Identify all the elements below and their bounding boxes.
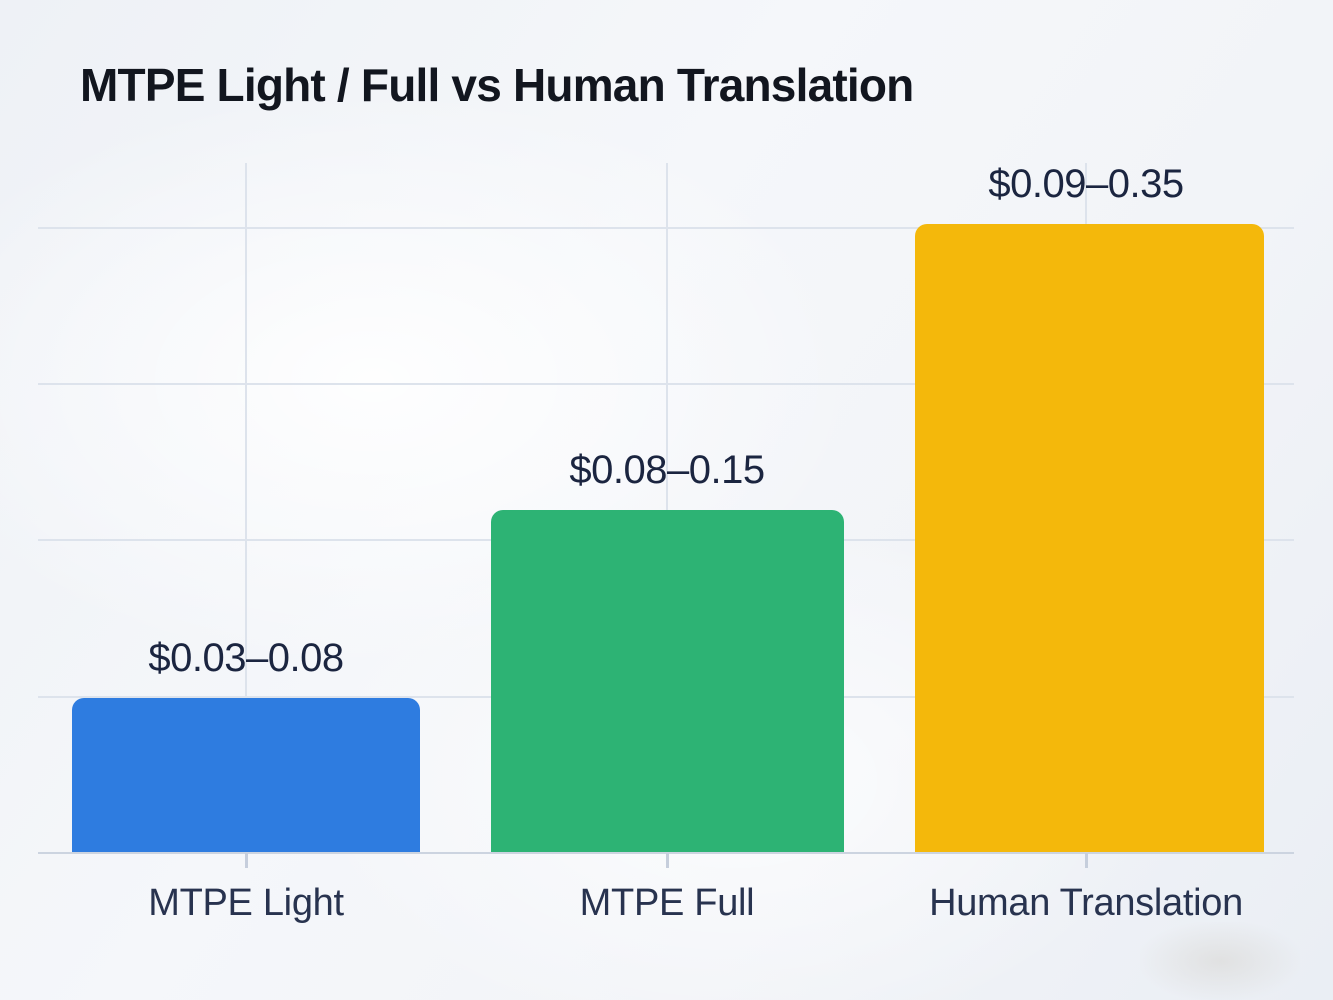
bar-mtpe-light xyxy=(72,698,420,852)
gridline-vertical xyxy=(245,163,247,852)
category-label-human-translation: Human Translation xyxy=(929,882,1243,924)
category-label-mtpe-full: MTPE Full xyxy=(579,882,755,924)
category-label-mtpe-light: MTPE Light xyxy=(148,882,344,924)
value-label-human-translation: $0.09–0.35 xyxy=(988,162,1184,206)
bar-mtpe-full xyxy=(491,510,844,852)
axis-tick xyxy=(665,853,669,868)
gridline-vertical xyxy=(666,163,668,852)
axis-tick xyxy=(244,853,248,868)
value-label-mtpe-light: $0.03–0.08 xyxy=(148,636,344,680)
chart-title: MTPE Light / Full vs Human Translation xyxy=(80,59,914,111)
axis-tick xyxy=(1084,853,1088,868)
bar-human-translation xyxy=(915,224,1264,852)
background-watermark-shade xyxy=(1140,922,1300,1000)
value-label-mtpe-full: $0.08–0.15 xyxy=(569,448,765,492)
